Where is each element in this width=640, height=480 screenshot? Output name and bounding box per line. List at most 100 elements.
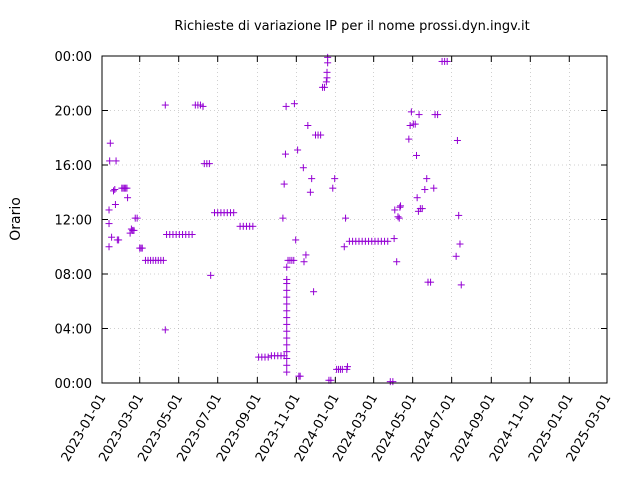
data-point [283,286,291,294]
data-point [159,256,167,264]
data-point [283,263,291,271]
data-point [390,235,398,243]
data-point [384,237,392,245]
data-point [389,378,397,386]
data-point [282,102,290,110]
data-point [391,206,399,214]
data-point [304,121,312,129]
data-point [105,243,113,251]
data-point [199,102,207,110]
data-point [105,206,113,214]
data-point [283,320,291,328]
data-point [324,53,332,61]
data-point [406,121,414,129]
data-point [430,184,438,192]
data-point [110,187,118,195]
y-tick-label: 20:00 [55,105,92,120]
data-point [161,326,169,334]
data-point [302,251,310,259]
data-point [300,258,308,266]
chart-title: Richieste di variazione IP per il nome p… [174,19,529,34]
data-point [205,160,213,168]
data-point [115,236,123,244]
data-point [283,361,291,369]
data-point [343,363,351,371]
data-point [434,111,442,119]
data-point [405,135,413,143]
grid-lines [101,55,608,384]
data-point [133,214,141,222]
data-point [443,57,451,65]
data-point [283,307,291,315]
data-point [340,243,348,251]
data-point [411,120,419,128]
data-point [292,236,300,244]
data-point [342,214,350,222]
data-point [427,278,435,286]
data-point [413,194,421,202]
data-point [106,139,114,147]
data-point [283,334,291,342]
data-point [108,233,116,241]
data-point [111,201,119,209]
data-point [320,83,328,91]
data-point [306,188,314,196]
data-point [299,164,307,172]
y-tick-label: 00:00 [55,50,92,65]
data-point [207,271,215,279]
data-point [456,240,464,248]
data-point [413,151,421,159]
data-point [123,184,131,192]
data-point [111,186,119,194]
data-point [423,175,431,183]
data-point [264,353,272,361]
data-point [396,203,404,211]
data-point [283,354,291,362]
data-point [453,136,461,144]
data-point [283,368,291,376]
data-point [283,314,291,322]
data-point [283,275,291,283]
data-point [283,341,291,349]
data-point [452,252,460,260]
data-point [421,186,429,194]
y-tick-label: 04:00 [55,323,92,338]
data-point [393,258,401,266]
data-point [317,131,325,139]
data-point [329,184,337,192]
data-point [331,175,339,183]
data-point [105,220,113,228]
y-axis-label: Orario [8,197,24,241]
data-points [105,53,465,386]
data-point [283,293,291,301]
data-point [455,211,463,219]
y-axis-ticks: 00:00 04:00 08:00 12:00 16:00 20:00 00:00 [55,50,607,392]
data-point [323,68,331,76]
data-point [230,209,238,217]
data-point [395,214,403,222]
data-point [397,202,405,210]
data-point [124,194,132,202]
data-point [283,348,291,356]
data-point [280,180,288,188]
y-tick-label: 12:00 [55,214,92,229]
data-point [457,281,465,289]
data-point [106,157,114,165]
y-tick-label: 16:00 [55,159,92,174]
data-point [322,78,330,86]
data-point [279,214,287,222]
data-point [188,230,196,238]
data-point [407,108,415,116]
data-point [281,150,289,158]
data-point [290,100,298,108]
data-point [415,111,423,119]
y-tick-label: 00:00 [55,377,92,392]
data-point [283,300,291,308]
data-point [283,327,291,335]
data-point [161,101,169,109]
y-tick-label: 08:00 [55,268,92,283]
data-point [294,146,302,154]
data-point [296,372,304,380]
data-point [308,175,316,183]
